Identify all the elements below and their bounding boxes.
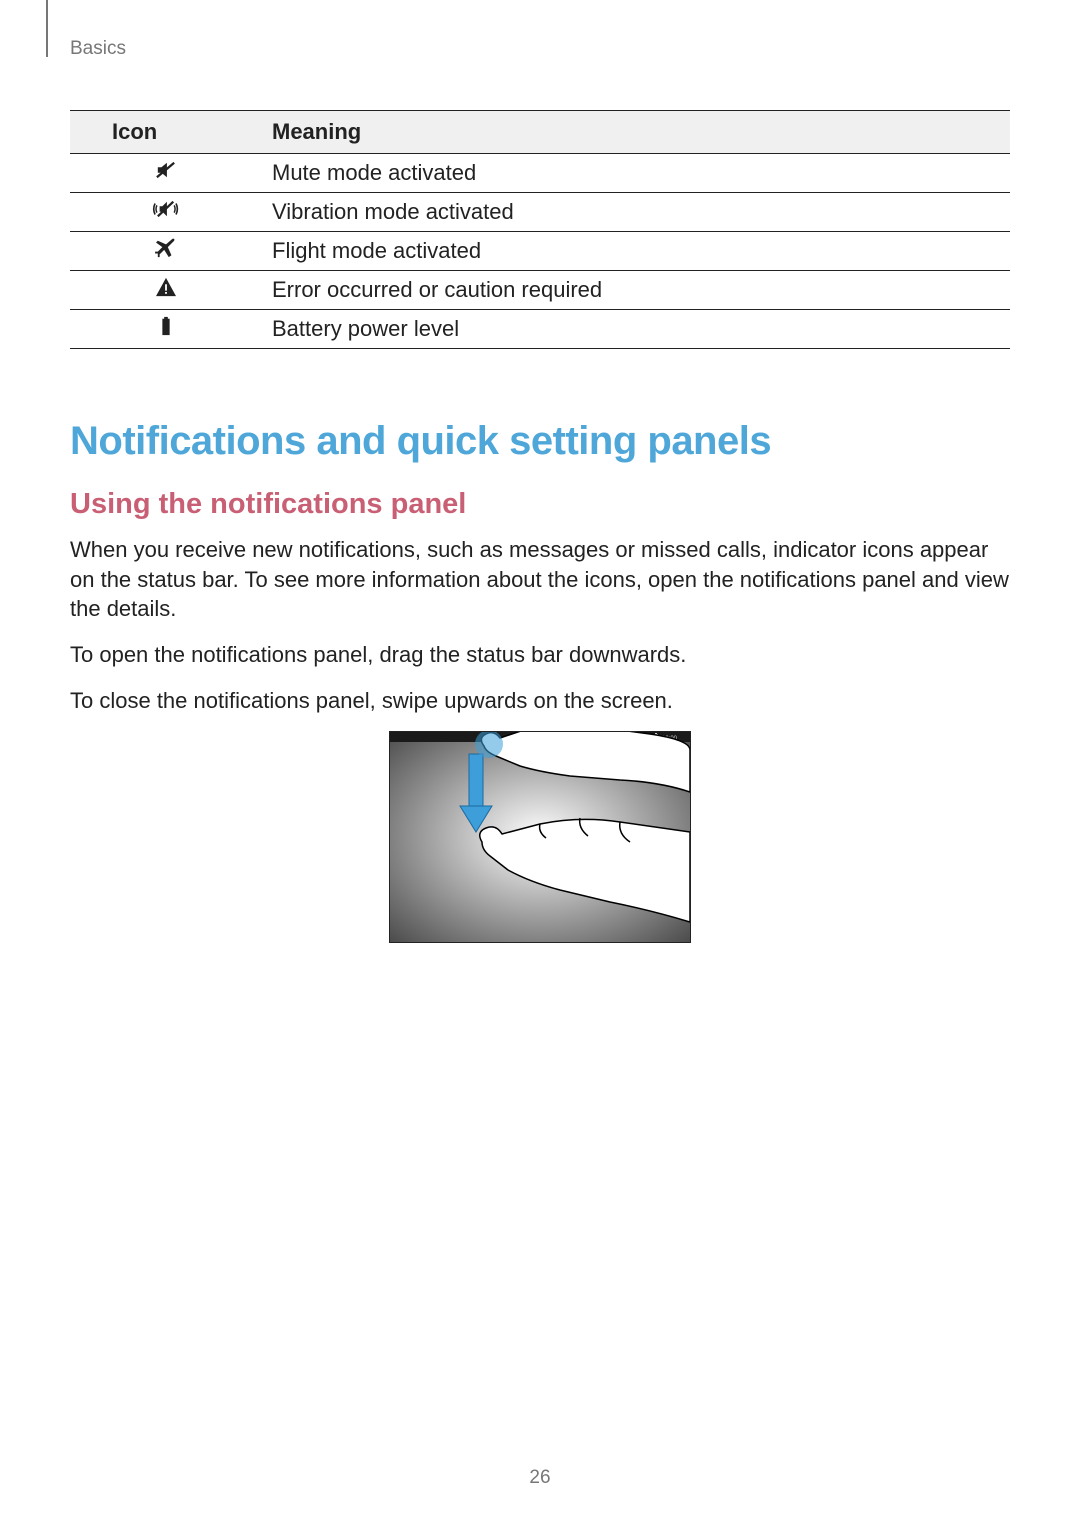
battery-icon — [159, 316, 173, 342]
cell-icon — [70, 271, 262, 310]
cell-icon — [70, 193, 262, 232]
icon-meaning-table: Icon Meaning Mute mode activated — [70, 110, 1010, 349]
body-paragraph: To open the notifications panel, drag th… — [70, 640, 1010, 670]
flight-icon — [155, 238, 177, 264]
header-rule — [46, 0, 48, 57]
cell-icon — [70, 232, 262, 271]
vibrate-icon — [152, 199, 180, 225]
cell-meaning: Error occurred or caution required — [262, 271, 1010, 310]
table-row: Flight mode activated — [70, 232, 1010, 271]
cell-meaning: Mute mode activated — [262, 154, 1010, 193]
column-header-icon: Icon — [70, 111, 262, 154]
table-row: Mute mode activated — [70, 154, 1010, 193]
page-number: 26 — [0, 1467, 1080, 1489]
cell-icon — [70, 310, 262, 349]
table-row: Vibration mode activated — [70, 193, 1010, 232]
cell-icon — [70, 154, 262, 193]
table-row: Error occurred or caution required — [70, 271, 1010, 310]
mute-icon — [155, 160, 177, 186]
subsection-heading: Using the notifications panel — [70, 488, 1010, 521]
body-paragraph: When you receive new notifications, such… — [70, 535, 1010, 624]
section-heading: Notifications and quick setting panels — [70, 419, 1010, 464]
table-head: Icon Meaning — [70, 111, 1010, 154]
warning-icon — [155, 277, 177, 303]
body-paragraph: To close the notifications panel, swipe … — [70, 686, 1010, 716]
swipe-down-illustration: 10:00 — [389, 731, 691, 943]
touch-point-top — [475, 731, 503, 758]
cell-meaning: Vibration mode activated — [262, 193, 1010, 232]
column-header-meaning: Meaning — [262, 111, 1010, 154]
page: Basics Icon Meaning Mute mode activated — [0, 0, 1080, 1527]
cell-meaning: Battery power level — [262, 310, 1010, 349]
table-header-row: Icon Meaning — [70, 111, 1010, 154]
breadcrumb: Basics — [70, 38, 1010, 60]
cell-meaning: Flight mode activated — [262, 232, 1010, 271]
table-row: Battery power level — [70, 310, 1010, 349]
